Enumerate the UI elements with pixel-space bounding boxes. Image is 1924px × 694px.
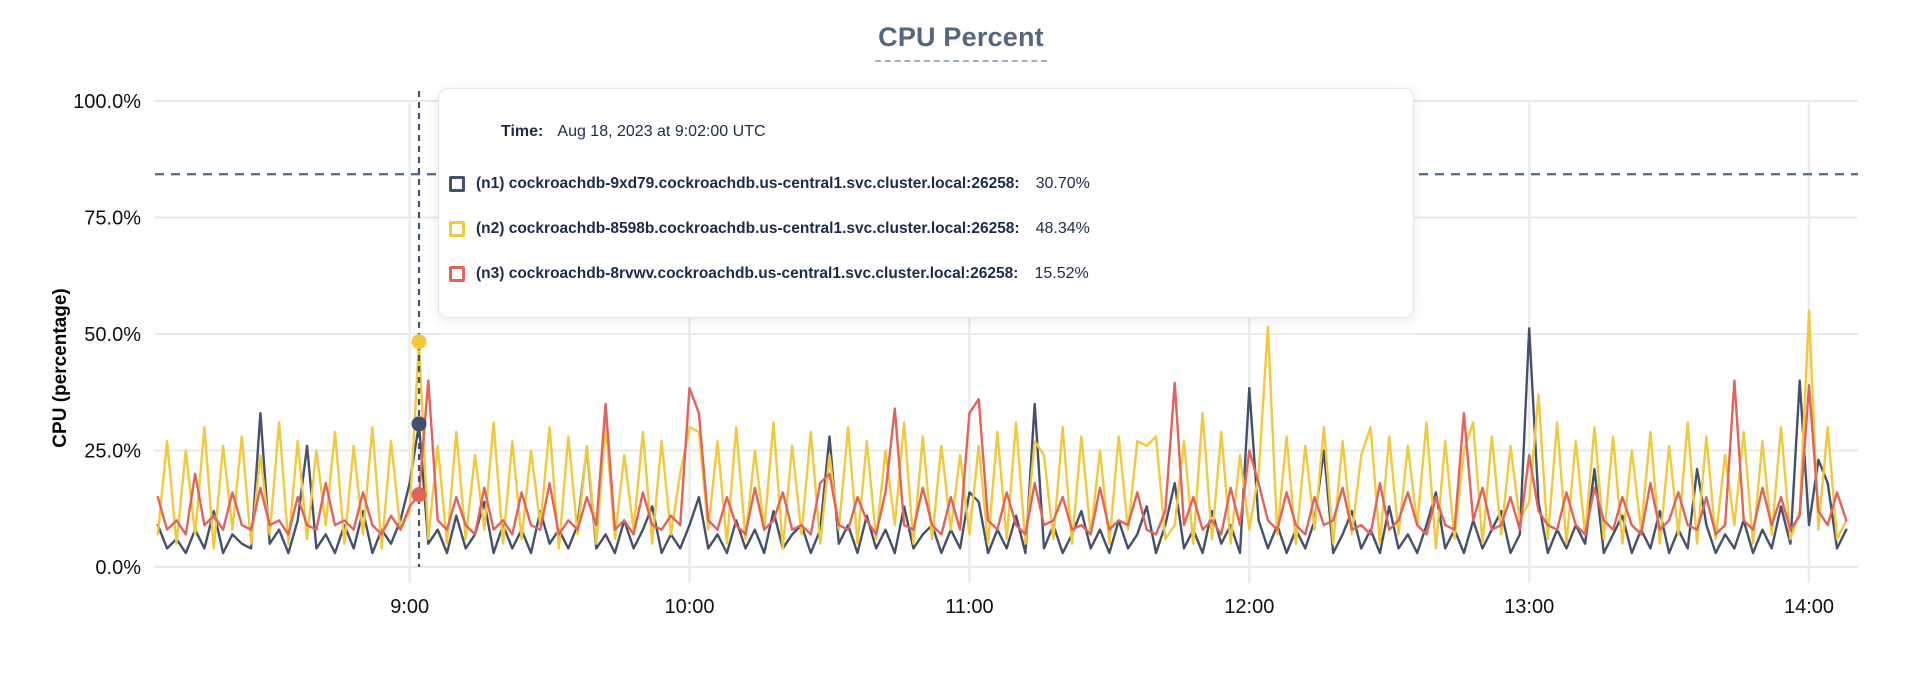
x-tick-label: 9:00 (390, 596, 429, 618)
series-value: 15.52% (1034, 265, 1089, 282)
y-tick-label: 50.0% (84, 324, 141, 346)
y-tick-label: 100.0% (73, 91, 141, 113)
y-tick-label: 25.0% (84, 441, 141, 463)
hover-dot-n3 (411, 487, 427, 503)
series-color-swatch (449, 176, 465, 192)
tooltip-series-row: (n1) cockroachdb-9xd79.cockroachdb.us-ce… (449, 171, 1090, 197)
tooltip-series-row: (n3) cockroachdb-8rvwv.cockroachdb.us-ce… (449, 261, 1089, 287)
tooltip-time-row: Time: Aug 18, 2023 at 9:02:00 UTC (501, 123, 766, 141)
series-name: (n3) cockroachdb-8rvwv.cockroachdb.us-ce… (476, 265, 1019, 282)
series-line-n2 (156, 309, 1848, 550)
tooltip-time-value: Aug 18, 2023 at 9:02:00 UTC (557, 123, 766, 140)
series-line-n1 (156, 327, 1848, 555)
y-tick-label: 0.0% (95, 557, 141, 579)
tooltip-time-label: Time: (501, 123, 544, 140)
y-axis-title: CPU (percentage) (50, 288, 71, 447)
hover-dot-n1 (411, 416, 427, 432)
series-name: (n1) cockroachdb-9xd79.cockroachdb.us-ce… (476, 175, 1020, 192)
series-color-swatch (449, 221, 465, 237)
series-value: 30.70% (1035, 175, 1090, 192)
series-name: (n2) cockroachdb-8598b.cockroachdb.us-ce… (476, 220, 1020, 237)
x-tick-label: 13:00 (1504, 596, 1554, 618)
series-line-n3 (156, 379, 1848, 536)
tooltip-series-row: (n2) cockroachdb-8598b.cockroachdb.us-ce… (449, 216, 1090, 242)
x-tick-label: 11:00 (945, 596, 994, 618)
y-tick-label: 75.0% (84, 208, 141, 230)
chart-title: CPU Percent (875, 22, 1047, 62)
chart-tooltip: Time: Aug 18, 2023 at 9:02:00 UTC (n1) co… (438, 88, 1414, 318)
x-tick-label: 10:00 (664, 596, 714, 618)
series-value: 48.34% (1035, 220, 1090, 237)
hover-dot-n2 (411, 334, 427, 350)
x-tick-label: 14:00 (1784, 596, 1834, 618)
x-tick-label: 12:00 (1224, 596, 1274, 618)
series-color-swatch (449, 266, 465, 282)
